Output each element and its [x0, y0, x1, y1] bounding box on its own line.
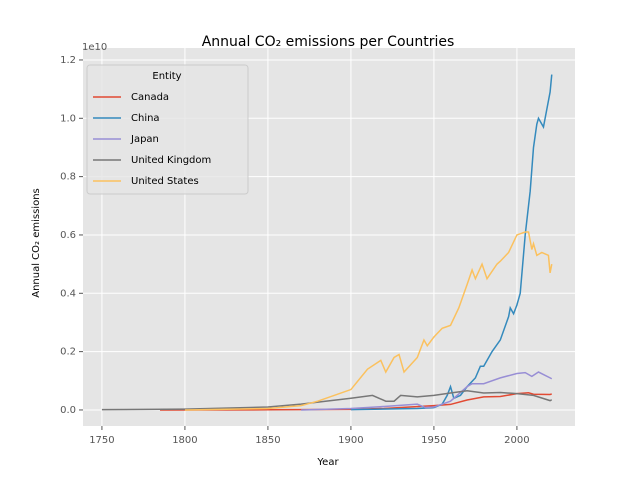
- x-tick-label: 1750: [89, 435, 114, 446]
- x-tick-label: 1800: [172, 435, 197, 446]
- legend-label: Japan: [130, 134, 159, 145]
- series-line: [184, 231, 553, 411]
- legend-label: China: [131, 113, 160, 124]
- y-tick-label: 0.2: [60, 347, 76, 358]
- y-axis-label: Annual CO₂ emissions: [31, 188, 42, 298]
- legend-label: United Kingdom: [131, 155, 211, 166]
- y-tick-label: 1.0: [60, 113, 76, 124]
- axes: 1750 1800 1850 1900 1950 2000 0.0 0.2 0.4 0.6 0.8 1…: [60, 55, 530, 446]
- legend-label: United States: [131, 176, 199, 187]
- y-tick-label: 1.2: [60, 55, 76, 66]
- chart-title: Annual CO₂ emissions per Countries: [202, 34, 455, 50]
- x-tick-label: 2000: [504, 435, 529, 446]
- y-tick-label: 0.8: [60, 172, 76, 183]
- x-tick-label: 1900: [338, 435, 363, 446]
- y-tick-label: 0.4: [60, 288, 76, 299]
- legend-label: Canada: [131, 92, 169, 103]
- y-tick-label: 0.6: [60, 230, 76, 241]
- lines: [101, 74, 553, 411]
- legend-box: [86, 64, 249, 195]
- x-tick-label: 1850: [255, 435, 280, 446]
- x-axis-label: Year: [316, 457, 339, 468]
- x-tick-label: 1950: [421, 435, 446, 446]
- legend-title: Entity: [152, 71, 181, 82]
- y-offset-label: 1e10: [82, 42, 107, 53]
- series-line: [350, 74, 553, 411]
- legend: Entity Canada China Japan United Kingdom Uni…: [86, 64, 249, 195]
- y-tick-label: 0.0: [60, 405, 76, 416]
- series-line: [301, 371, 553, 411]
